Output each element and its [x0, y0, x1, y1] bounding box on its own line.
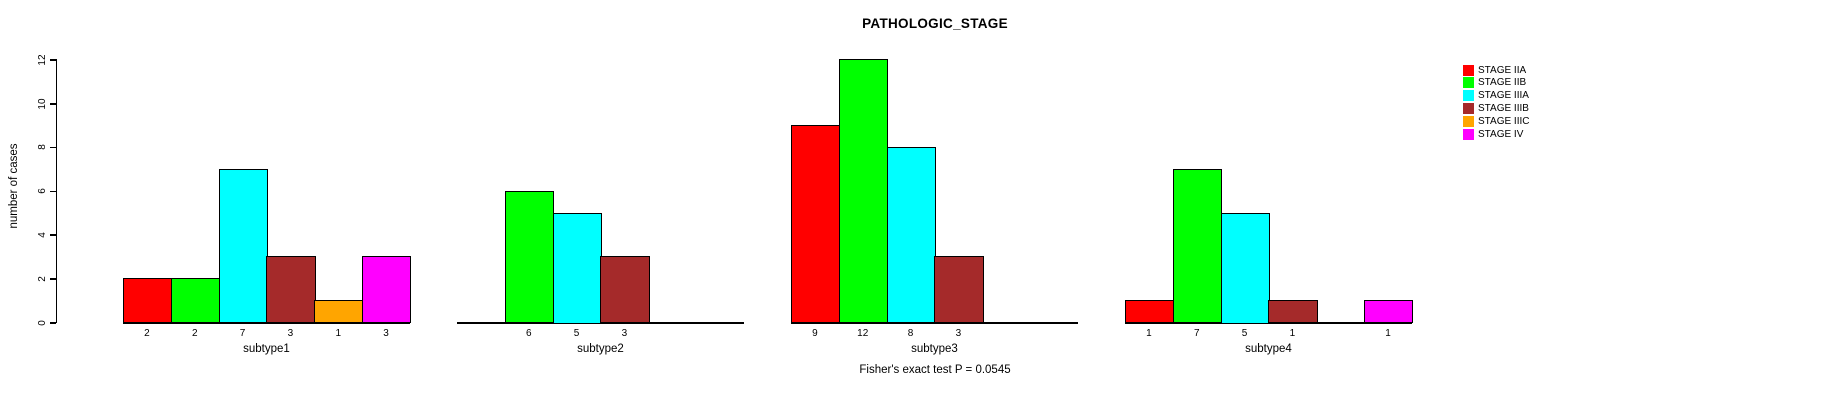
y-axis-line — [55, 59, 57, 324]
legend-swatch — [1463, 115, 1474, 127]
legend-item-stage-iiib: STAGE IIIB — [1463, 102, 1529, 114]
bar-value-label: 6 — [525, 328, 532, 339]
legend-item-stage-iiic: STAGE IIIC — [1463, 115, 1530, 127]
bar-value-label: 12 — [857, 328, 869, 339]
legend: STAGE IIA STAGE IIB STAGE IIIA STAGE IIIB ST… — [1463, 64, 1573, 148]
bar-value-label: 9 — [812, 328, 818, 339]
bar-value-label: 1 — [1289, 328, 1296, 339]
bar-stage-iib-subtype3 — [838, 59, 889, 324]
bar-stage-iib-subtype2 — [504, 190, 555, 324]
legend-swatch — [1463, 128, 1474, 140]
bar-value-label: 3 — [955, 328, 962, 339]
category-label-subtype3: subtype3 — [911, 343, 958, 355]
bar-value-label: 7 — [239, 328, 246, 339]
chart-title: PATHOLOGIC_STAGE — [862, 16, 1008, 31]
legend-swatch — [1463, 64, 1474, 76]
y-tick — [50, 146, 56, 149]
legend-item-stage-iv: STAGE IV — [1463, 128, 1523, 140]
bar-stage-iiia-subtype2 — [552, 212, 602, 324]
legend-label: STAGE IIIA — [1478, 90, 1529, 102]
bar-stage-iiia-subtype1 — [218, 168, 268, 324]
bar-value-label: 3 — [383, 328, 389, 339]
category-label-subtype2: subtype2 — [577, 343, 624, 355]
y-tick — [50, 59, 56, 61]
legend-label: STAGE IIB — [1478, 77, 1527, 89]
bar-stage-iiia-subtype3 — [886, 146, 936, 324]
legend-label: STAGE IIA — [1478, 64, 1527, 76]
bar-stage-iiib-subtype3 — [934, 256, 984, 324]
bar-value-label: 8 — [907, 328, 914, 339]
legend-swatch — [1463, 102, 1474, 114]
fisher-test-annotation: Fisher's exact test P = 0.0545 — [859, 364, 1011, 376]
bar-stage-iiib-subtype1 — [266, 256, 316, 324]
legend-label: STAGE IIIB — [1478, 102, 1529, 114]
y-tick-label: 2 — [36, 275, 48, 282]
y-tick-label: 10 — [36, 97, 48, 110]
y-tick-label: 8 — [36, 144, 48, 151]
bar-value-label: 3 — [287, 328, 294, 339]
bar-stage-iiic-subtype1 — [314, 300, 364, 324]
bar-stage-iiib-subtype4 — [1268, 300, 1318, 324]
y-tick — [50, 234, 56, 236]
legend-swatch — [1463, 90, 1474, 102]
bar-value-label: 5 — [1241, 328, 1248, 339]
y-tick-label: 12 — [36, 54, 48, 66]
legend-item-stage-iia: STAGE IIA — [1463, 64, 1526, 76]
bar-stage-iib-subtype1 — [170, 278, 221, 324]
y-tick — [50, 322, 56, 324]
legend-label: STAGE IIIC — [1478, 115, 1530, 127]
bar-stage-iia-subtype4 — [1125, 300, 1175, 324]
y-tick-label: 6 — [36, 188, 48, 194]
legend-label: STAGE IV — [1478, 128, 1524, 140]
legend-item-stage-iib: STAGE IIB — [1463, 77, 1526, 89]
bar-value-label: 5 — [573, 328, 580, 339]
bar-value-label: 7 — [1193, 328, 1200, 339]
bar-stage-iv-subtype1 — [362, 256, 412, 324]
y-tick — [50, 103, 56, 105]
bar-stage-iia-subtype1 — [123, 278, 173, 324]
bar-stage-iv-subtype4 — [1364, 300, 1414, 324]
bar-value-label: 3 — [621, 328, 628, 339]
bar-stage-iia-subtype3 — [791, 124, 841, 324]
y-tick — [50, 278, 56, 280]
legend-item-stage-iiia: STAGE IIIA — [1463, 90, 1529, 102]
legend-swatch — [1463, 77, 1474, 89]
bar-value-label: 1 — [335, 328, 341, 339]
y-tick — [50, 190, 56, 193]
category-label-subtype4: subtype4 — [1245, 343, 1292, 355]
y-tick-label: 4 — [36, 232, 48, 238]
category-label-subtype1: subtype1 — [243, 343, 290, 355]
bar-stage-iiia-subtype4 — [1220, 212, 1270, 324]
bar-value-label: 1 — [1385, 328, 1391, 339]
bar-stage-iiib-subtype2 — [600, 256, 650, 324]
bar-value-label: 2 — [191, 328, 198, 339]
bar-value-label: 1 — [1146, 328, 1152, 339]
bar-value-label: 2 — [144, 328, 150, 339]
y-tick-label: 0 — [36, 319, 48, 326]
bar-stage-iib-subtype4 — [1172, 168, 1223, 324]
